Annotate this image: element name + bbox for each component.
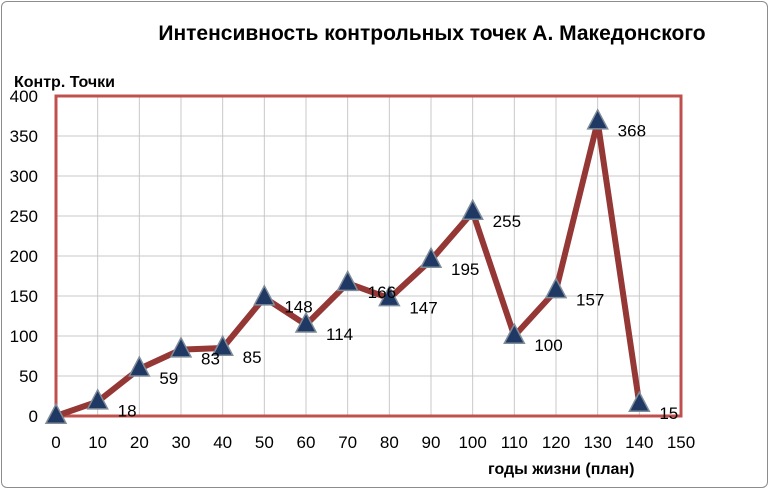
data-label: 100 bbox=[534, 336, 562, 355]
data-label: 166 bbox=[368, 283, 396, 302]
data-point-marker bbox=[128, 355, 151, 377]
x-tick-label: 50 bbox=[255, 433, 274, 452]
data-point-marker bbox=[253, 284, 276, 306]
x-tick-label: 150 bbox=[667, 433, 695, 452]
y-tick-label: 50 bbox=[19, 367, 38, 386]
y-tick-label: 300 bbox=[10, 167, 38, 186]
y-tick-label: 150 bbox=[10, 287, 38, 306]
gridlines bbox=[56, 95, 682, 416]
x-tick-label: 40 bbox=[213, 433, 232, 452]
data-point-marker bbox=[503, 322, 526, 344]
data-label: 147 bbox=[409, 298, 437, 317]
data-labels: 18 59 83 85 148 114 166 147 195 255 100 157 368 15 bbox=[118, 122, 679, 423]
y-tick-label: 200 bbox=[10, 247, 38, 266]
x-tick-label: 70 bbox=[338, 433, 357, 452]
x-tick-label: 20 bbox=[130, 433, 149, 452]
data-label: 59 bbox=[159, 369, 178, 388]
x-tick-label: 140 bbox=[625, 433, 653, 452]
y-axis-title: Контр. Точки bbox=[14, 74, 115, 91]
data-label: 85 bbox=[243, 348, 262, 367]
data-point-marker bbox=[544, 277, 568, 299]
axes: 0 50 100 150 200 250 300 350 400 0 10 20 30 40 50 60 70 8… bbox=[10, 87, 696, 452]
x-tick-label: 100 bbox=[458, 433, 486, 452]
data-label: 148 bbox=[284, 298, 312, 317]
y-tick-label: 250 bbox=[10, 207, 38, 226]
data-label: 368 bbox=[618, 122, 646, 141]
data-label: 255 bbox=[493, 212, 521, 231]
x-tick-label: 110 bbox=[501, 433, 528, 452]
data-point-marker bbox=[628, 390, 651, 412]
y-tick-label: 0 bbox=[29, 407, 38, 426]
x-tick-label: 80 bbox=[380, 433, 399, 452]
data-label: 114 bbox=[326, 325, 353, 344]
data-label: 18 bbox=[118, 402, 137, 421]
data-label: 83 bbox=[201, 350, 220, 369]
data-point-marker bbox=[378, 285, 401, 307]
x-tick-label: 10 bbox=[88, 433, 107, 452]
y-tick-label: 400 bbox=[10, 87, 38, 106]
x-axis-title: годы жизни (план) bbox=[488, 461, 634, 478]
data-label: 195 bbox=[451, 260, 479, 279]
data-point-marker bbox=[586, 108, 609, 130]
series bbox=[44, 108, 651, 424]
y-tick-label: 350 bbox=[10, 127, 38, 146]
chart-title: Интенсивность контрольных точек А. Макед… bbox=[158, 22, 705, 45]
data-point-marker bbox=[211, 334, 234, 356]
data-label: 157 bbox=[576, 290, 604, 309]
data-label: 15 bbox=[659, 404, 678, 423]
x-tick-label: 30 bbox=[172, 433, 191, 452]
x-tick-label: 60 bbox=[297, 433, 316, 452]
data-point-marker bbox=[461, 198, 484, 220]
x-tick-label: 0 bbox=[51, 433, 60, 452]
data-point-marker bbox=[44, 402, 68, 424]
data-point-marker bbox=[336, 269, 359, 292]
data-point-marker bbox=[169, 336, 193, 358]
x-tick-label: 120 bbox=[542, 433, 570, 452]
plot-area-border bbox=[54, 94, 683, 418]
y-tick-label: 100 bbox=[10, 327, 38, 346]
x-tick-label: 130 bbox=[583, 433, 611, 452]
data-point-marker bbox=[419, 246, 443, 268]
data-point-marker bbox=[86, 388, 109, 410]
data-point-marker bbox=[294, 311, 318, 333]
x-tick-label: 90 bbox=[422, 433, 441, 452]
